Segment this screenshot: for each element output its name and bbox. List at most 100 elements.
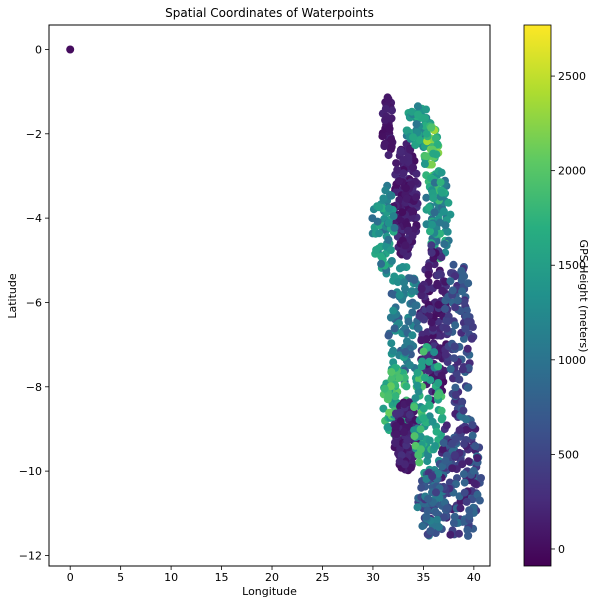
x-tick-label: 15 — [215, 571, 229, 584]
x-tick-label: 5 — [117, 571, 124, 584]
x-tick-label: 25 — [315, 571, 329, 584]
data-point — [457, 266, 466, 275]
data-point — [442, 421, 451, 430]
data-point — [451, 391, 460, 399]
data-point — [414, 324, 423, 333]
colorbar — [523, 24, 552, 567]
colorbar-tick-label: 1500 — [558, 259, 586, 272]
data-point — [458, 287, 467, 296]
data-point — [424, 451, 433, 460]
data-point — [415, 311, 424, 320]
data-point — [424, 394, 433, 403]
data-point — [443, 504, 451, 513]
data-point — [455, 375, 464, 384]
data-point — [463, 526, 472, 534]
data-point — [411, 301, 420, 310]
colorbar-tick-label: 2500 — [558, 70, 586, 83]
data-point — [412, 120, 421, 129]
x-tick-label: 20 — [265, 571, 279, 584]
data-point — [388, 106, 396, 115]
data-point — [401, 284, 409, 293]
data-point — [386, 191, 395, 200]
data-point — [437, 415, 446, 424]
data-point — [410, 432, 419, 441]
data-point — [459, 334, 468, 343]
data-point — [458, 397, 467, 406]
data-point — [462, 497, 471, 506]
data-point — [434, 300, 443, 309]
data-point — [431, 134, 440, 143]
y-axis-label: Latitude — [6, 273, 19, 319]
data-point — [432, 427, 441, 436]
data-point — [416, 425, 425, 434]
data-point — [423, 506, 432, 515]
data-point — [432, 488, 440, 497]
data-point — [475, 496, 484, 505]
data-point — [464, 531, 472, 540]
data-point — [462, 425, 471, 434]
data-point — [417, 291, 426, 300]
scatter-points — [66, 45, 485, 540]
data-point — [406, 145, 415, 154]
data-point — [436, 178, 445, 187]
data-point — [470, 479, 479, 488]
data-point — [427, 160, 436, 169]
data-point — [468, 431, 477, 440]
data-point — [473, 454, 482, 462]
data-point — [433, 271, 442, 280]
data-point — [384, 151, 393, 160]
data-point — [451, 383, 460, 392]
data-point — [442, 324, 451, 333]
data-point — [386, 246, 395, 254]
data-point — [392, 430, 401, 439]
data-point — [387, 368, 396, 376]
data-point — [426, 305, 434, 313]
data-point — [450, 342, 459, 351]
data-point — [412, 169, 421, 178]
data-point — [384, 219, 393, 227]
y-tick-label: −4 — [26, 212, 42, 225]
data-point — [390, 223, 399, 232]
data-point — [384, 331, 393, 340]
data-point — [463, 344, 472, 353]
data-point — [455, 529, 463, 538]
data-point — [383, 423, 392, 432]
data-point — [453, 296, 462, 305]
data-point — [428, 417, 437, 426]
data-point — [387, 257, 396, 265]
data-point — [449, 518, 458, 527]
data-point — [424, 262, 433, 271]
x-tick-label: 10 — [164, 571, 178, 584]
data-point — [425, 357, 434, 366]
data-point — [389, 346, 398, 355]
x-axis-ticks: 0 5 10 15 20 25 30 35 40 — [67, 566, 481, 584]
data-point — [407, 287, 416, 296]
data-point — [427, 241, 436, 250]
x-tick-label: 0 — [67, 571, 74, 584]
colorbar-tick-label: 1000 — [558, 354, 586, 367]
data-point — [439, 438, 448, 447]
data-point — [428, 472, 437, 481]
data-point — [426, 227, 434, 236]
data-point — [400, 278, 409, 287]
data-point — [398, 263, 407, 271]
data-point — [419, 404, 428, 413]
data-point — [395, 177, 403, 186]
data-point — [451, 435, 460, 444]
data-point — [424, 270, 433, 279]
x-tick-label: 30 — [366, 571, 380, 584]
data-point — [387, 339, 396, 348]
data-point — [400, 428, 409, 436]
data-point — [444, 198, 453, 207]
data-point — [460, 478, 469, 487]
data-point — [375, 229, 384, 238]
chart-title: Spatial Coordinates of Waterpoints — [165, 6, 374, 20]
data-point — [395, 319, 403, 328]
data-point — [427, 248, 436, 257]
data-point — [409, 133, 418, 142]
data-point — [464, 279, 473, 288]
data-point — [399, 169, 408, 178]
data-point — [368, 214, 377, 223]
data-point — [415, 136, 424, 145]
